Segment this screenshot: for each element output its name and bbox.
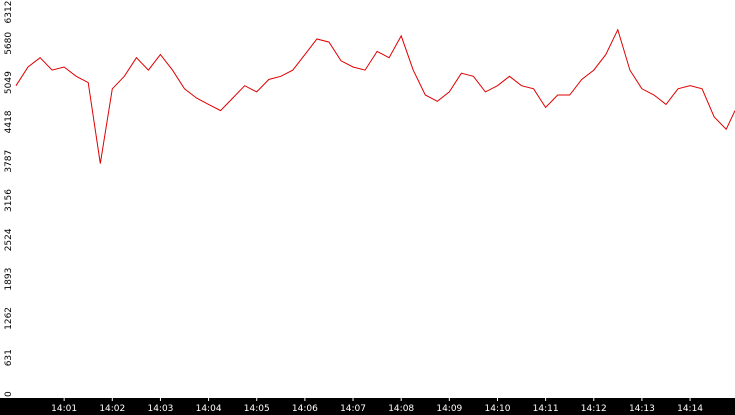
x-tick-label: 14:03 [147,404,173,414]
y-tick-label: 4418 [4,110,14,133]
x-axis-bar [0,398,735,415]
series-line [15,28,735,164]
x-tick-label: 14:05 [244,404,270,414]
x-tick-label: 14:11 [533,404,559,414]
y-tick-label: 1262 [4,307,14,330]
x-tick-labels: 14:01 14:02 14:03 14:04 14:05 14:06 14:07 14:08… [51,398,703,414]
x-tick-label: 14:14 [677,404,703,414]
x-axis: 14:01 14:02 14:03 14:04 14:05 14:06 14:07 14:08… [0,398,735,415]
y-tick-label: 0 [4,391,14,397]
y-tick-label: 1893 [4,268,14,291]
x-tick-label: 14:04 [196,404,222,414]
x-tick-label: 14:13 [629,404,655,414]
x-tick-label: 14:10 [485,404,511,414]
x-tick-label: 14:01 [51,404,77,414]
x-tick-label: 14:07 [340,404,366,414]
series-line-group [15,28,735,164]
y-tick-label: 631 [4,349,14,366]
x-tick-label: 14:12 [581,404,607,414]
x-tick-label: 14:02 [99,404,125,414]
y-tick-label: 5680 [4,32,14,55]
y-tick-labels: 0 631 1262 1893 2524 3156 3787 4418 5049 5680 6312 [4,1,14,397]
y-tick-label: 3156 [4,189,14,212]
y-axis: 0 631 1262 1893 2524 3156 3787 4418 5049 5680 6312 [4,0,16,398]
x-tick-label: 14:09 [436,404,462,414]
y-tick-label: 3787 [4,150,14,173]
x-tick-label: 14:08 [388,404,414,414]
x-tick-label: 14:06 [292,404,318,414]
y-tick-label: 5049 [4,71,14,94]
y-tick-label: 2524 [4,228,14,251]
y-tick-label: 6312 [4,1,14,24]
